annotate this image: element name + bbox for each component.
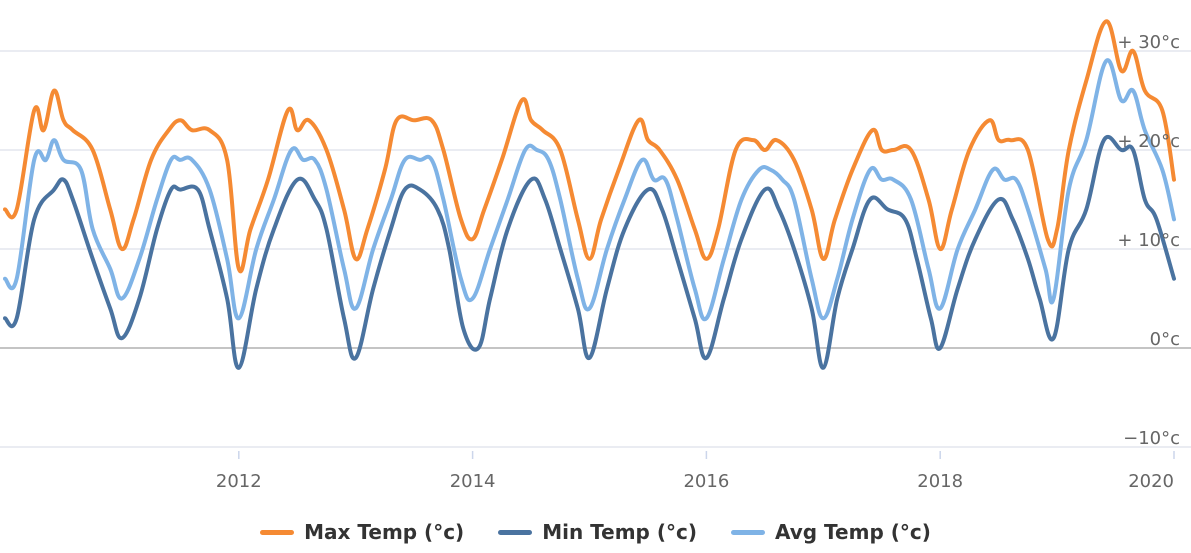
legend-swatch — [260, 529, 295, 535]
legend-swatch — [730, 529, 765, 535]
legend-label: Min Temp (°c) — [542, 520, 697, 544]
x-tick-label: 2020 — [1128, 471, 1174, 492]
x-tick-label: 2012 — [216, 471, 262, 492]
series-line-avg-temp-c[interactable] — [3, 58, 1176, 322]
series-lines — [3, 19, 1176, 370]
legend-item[interactable]: Min Temp (°c) — [498, 520, 697, 544]
y-tick-label: + 30°c — [1117, 32, 1180, 53]
x-tick-label: 2016 — [683, 471, 729, 492]
legend-label: Avg Temp (°c) — [774, 520, 931, 544]
y-tick-label: + 20°c — [1117, 131, 1180, 152]
series-line-max-temp-c[interactable] — [3, 19, 1176, 274]
chart-legend: Max Temp (°c) Min Temp (°c) Avg Temp (°c) — [0, 520, 1191, 544]
y-tick-label: −10°c — [1123, 428, 1180, 449]
legend-label: Max Temp (°c) — [304, 520, 465, 544]
x-tick-label: 2018 — [917, 471, 963, 492]
legend-item[interactable]: Max Temp (°c) — [260, 520, 464, 544]
legend-item[interactable]: Avg Temp (°c) — [730, 520, 931, 544]
y-axis-tick-labels: −10°c 0°c + 10°c + 20°c + 30°c — [1117, 32, 1180, 449]
x-axis-tick-labels: 2012 2014 2016 2018 2020 — [216, 451, 1175, 492]
series-line-min-temp-c[interactable] — [3, 134, 1176, 370]
x-tick-label: 2014 — [450, 471, 496, 492]
y-tick-label: 0°c — [1150, 329, 1180, 350]
legend-swatch — [498, 529, 533, 535]
y-tick-label: + 10°c — [1117, 230, 1180, 251]
